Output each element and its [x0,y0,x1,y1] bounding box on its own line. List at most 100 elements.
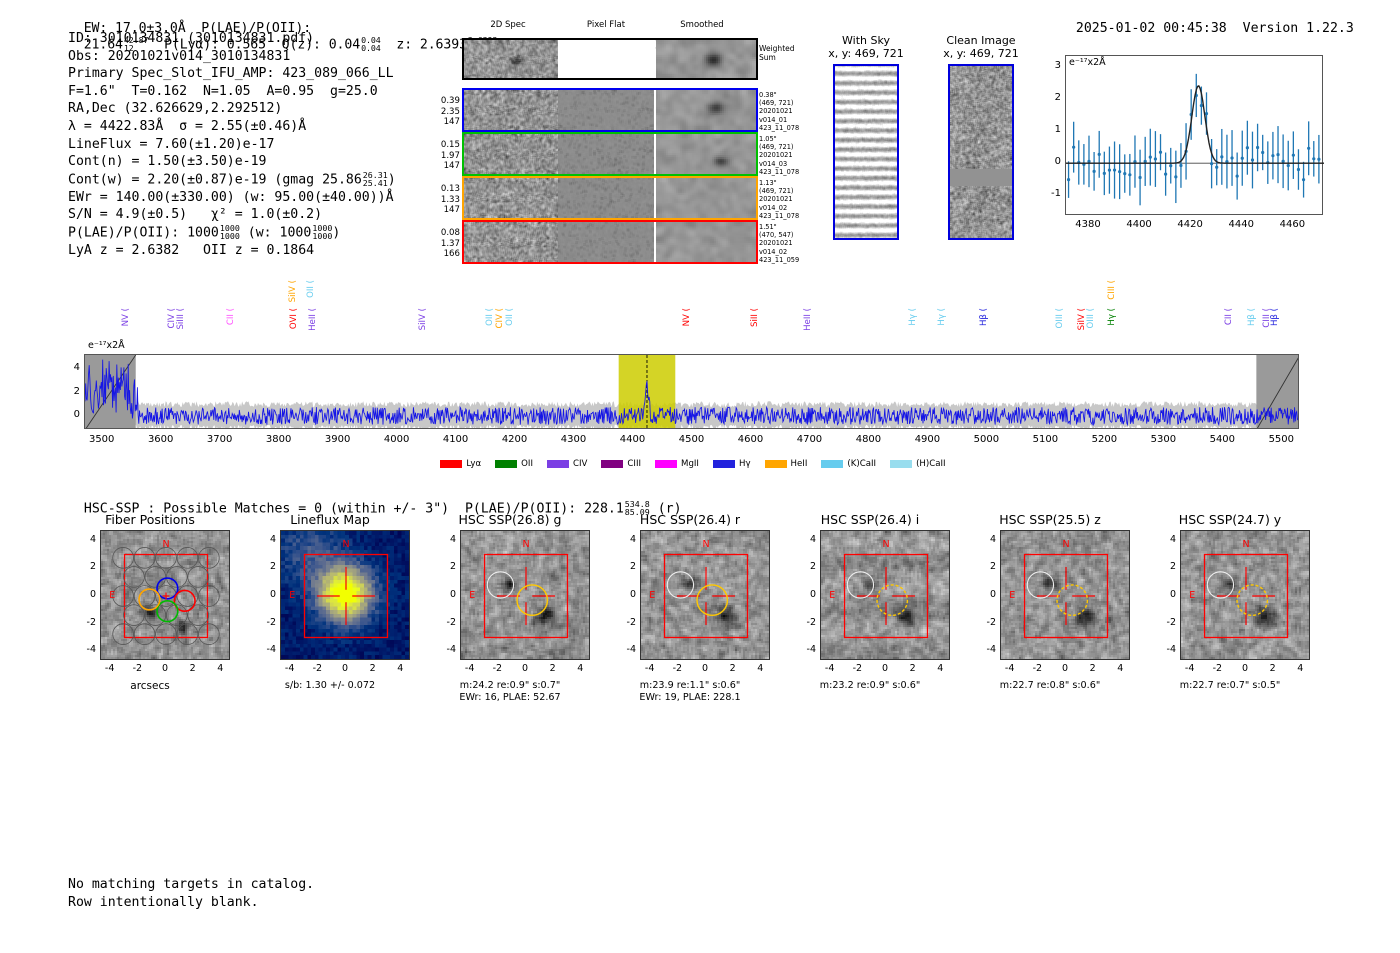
cutout-xtick: -2 [132,663,143,674]
cutout-ytick: 4 [809,533,816,545]
svg-text:E: E [649,590,655,601]
legend-item-0: Lyα [440,459,481,469]
legend-swatch [821,460,844,468]
twod-row-stats-1: 0.15 1.97 147 [440,140,460,171]
line-profile-ytick: 0 [1054,156,1061,168]
spectrum-axes [84,354,1299,429]
spectrum-xtick: 4200 [501,434,528,445]
cutout-xtick: -4 [464,663,475,674]
spectrum-units: e⁻¹⁷x2Å [88,340,125,351]
line-profile-axes [1065,55,1324,215]
cutout-ytick: 4 [89,533,96,545]
hsc-ssp-summary: HSC-SSP : Possible Matches = 0 (within +… [83,499,682,518]
cutout-ytick: -2 [1166,616,1176,628]
emission-line-label-15: Hγ ( [908,308,919,326]
cutout-xtick: -2 [1212,663,1223,674]
spectrum-xtick: 5200 [1091,434,1118,445]
info-seeing: F=1.6" T=0.162 N=1.05 A=0.95 g=25.0 [68,83,378,99]
cutout-ytick: -4 [626,644,636,656]
header-plae-value: 21.64 [83,37,123,53]
cutout-xtick: -2 [1032,663,1043,674]
header-stamp: 2025-01-02 00:45:38 Version 1.22.3 [1060,6,1354,36]
legend-item-4: MgII [655,459,699,469]
cutout-ytick: 2 [269,561,276,573]
cutout-panel-4: HSC SSP(26.4) i N E -4 -2 0 2 4 4 2 0 -2 -4 m:23.2 re… [782,512,958,691]
detection-info-block: ID: 3010134831 (3010134831.pdf) Obs: 202… [68,30,396,260]
cutout-title-0: Fiber Positions [105,512,195,527]
emission-line-label-14: HeII ( [802,308,813,331]
cutout-xtick: 4 [397,663,404,674]
cutout-ytick: -2 [86,616,96,628]
info-cont-n: Cont(n) = 1.50(±3.50)e-19 [68,154,267,170]
cutout-title-1: Lineflux Map [290,512,370,527]
cutout-overlay-6: NE [1189,539,1289,639]
sky-image-panels: With Sky x, y: 469, 721 Clean Image x, y: 4… [818,34,1028,264]
cutout-ytick: 2 [809,561,816,573]
info-ewr: EWr = 140.00(±330.00) (w: 95.00(±40.00))… [68,189,394,205]
cutout-caption-6: m:22.7 re:0.7" s:0.5" [1142,680,1318,692]
cutout-title-4: HSC SSP(26.4) i [820,512,920,527]
legend-swatch [601,460,624,468]
cutout-ytick: 4 [269,533,276,545]
cutout-xtick: 4 [1297,663,1304,674]
line-profile-ytick: 3 [1054,60,1061,72]
twod-row-stats-3: 0.08 1.37 166 [440,228,460,259]
svg-text:N: N [702,539,709,550]
spectrum-xtick: 4600 [737,434,764,445]
spectrum-xtick: 5100 [1032,434,1059,445]
twod-row-1: 0.15 1.97 147 1.05" (469, 721) 20201021 v014_0… [441,132,799,176]
cutout-xtick: -2 [312,663,323,674]
twod-col-header-0: 2D Spec [490,20,526,30]
cutout-panel-2: HSC SSP(26.8) g N E -4 -2 0 2 4 4 2 0 -2 -4 m:24.2 re… [422,512,598,703]
cutout-ytick: -2 [446,616,456,628]
cutout-panel-0: Fiber Positions N E -4 -2 0 2 4 4 2 0 -2 -4 arcsecs [62,512,238,692]
cutout-title-3: HSC SSP(26.4) r [639,512,741,527]
twod-row-meta-0: 0.38" (469, 721) 20201021 v014_01 423_11_078 [759,91,800,132]
header-z: z: 2.6393 [396,37,467,53]
cutout-ytick: -4 [266,644,276,656]
sky-panel-1: Clean Image x, y: 469, 721 [933,34,1029,240]
twod-row-meta-2: 1.13" (469, 721) 20201021 v014_02 423_11_078 [759,179,800,220]
line-profile-ytick: 2 [1054,92,1061,104]
header-plae-label: P(LAE)/P(OII): [201,21,312,36]
info-id: ID: 3010134831 (3010134831.pdf) [68,31,315,46]
cutout-ytick: -4 [446,644,456,656]
cutout-panel-6: HSC SSP(24.7) y N E -4 -2 0 2 4 4 2 0 -2 -4 m:22.7 re… [1142,512,1318,691]
legend-label: CIII [627,459,642,469]
twod-col-header-1: Pixel Flat [586,20,626,30]
timestamp: 2025-01-02 00:45:38 [1075,21,1227,36]
spectrum-xtick: 3500 [88,434,115,445]
emission-line-label-17: Hβ ( [979,308,990,327]
legend-item-8: (H)CaII [890,459,946,469]
spectrum-legend: Lyα OII CIV CIII MgII Hγ HeII (K)CaII (H)CaII [0,453,1400,472]
cutout-ytick: 0 [809,589,816,600]
spectrum-xtick: 3600 [147,434,174,445]
line-profile-ytick: -1 [1051,188,1061,200]
header-ew: EW: 17.0±3.0Å [83,21,186,36]
cutout-ytick: 2 [89,561,96,573]
spectrum-xtick: 4800 [855,434,882,445]
cutout-overlay-0: NE [109,539,220,645]
spectrum-ytick: 0 [73,408,80,420]
cutout-overlay-3: NE [649,539,749,639]
cutout-panel-5: HSC SSP(25.5) z N E -4 -2 0 2 4 4 2 0 -2 -4 m:22.7 re… [962,512,1138,691]
spectrum-xtick: 3700 [206,434,233,445]
cutout-caption-0: arcsecs [62,680,238,692]
cutout-ytick: -2 [626,616,636,628]
cutout-xtick: -4 [104,663,115,674]
spectrum-xtick: 5400 [1209,434,1236,445]
emission-line-label-26: Hβ ( [1270,308,1281,327]
cutout-xtick: 0 [521,663,529,674]
two-d-spectra-panel: 2D Spec Pixel Flat Smoothed Weighted Sum 0.39… [441,20,799,264]
sky-panel-title-1: Clean Image [946,34,1016,47]
spectrum-xtick: 5500 [1268,434,1295,445]
header-plae-hi: 42.87 [123,35,149,45]
cutout-ytick: 2 [629,561,636,573]
cutout-caption-line1-6: m:22.7 re:0.7" s:0.5" [1179,680,1281,691]
cutout-xtick: 0 [1241,663,1249,674]
svg-text:E: E [469,590,475,601]
cutout-xtick: 2 [189,663,196,674]
